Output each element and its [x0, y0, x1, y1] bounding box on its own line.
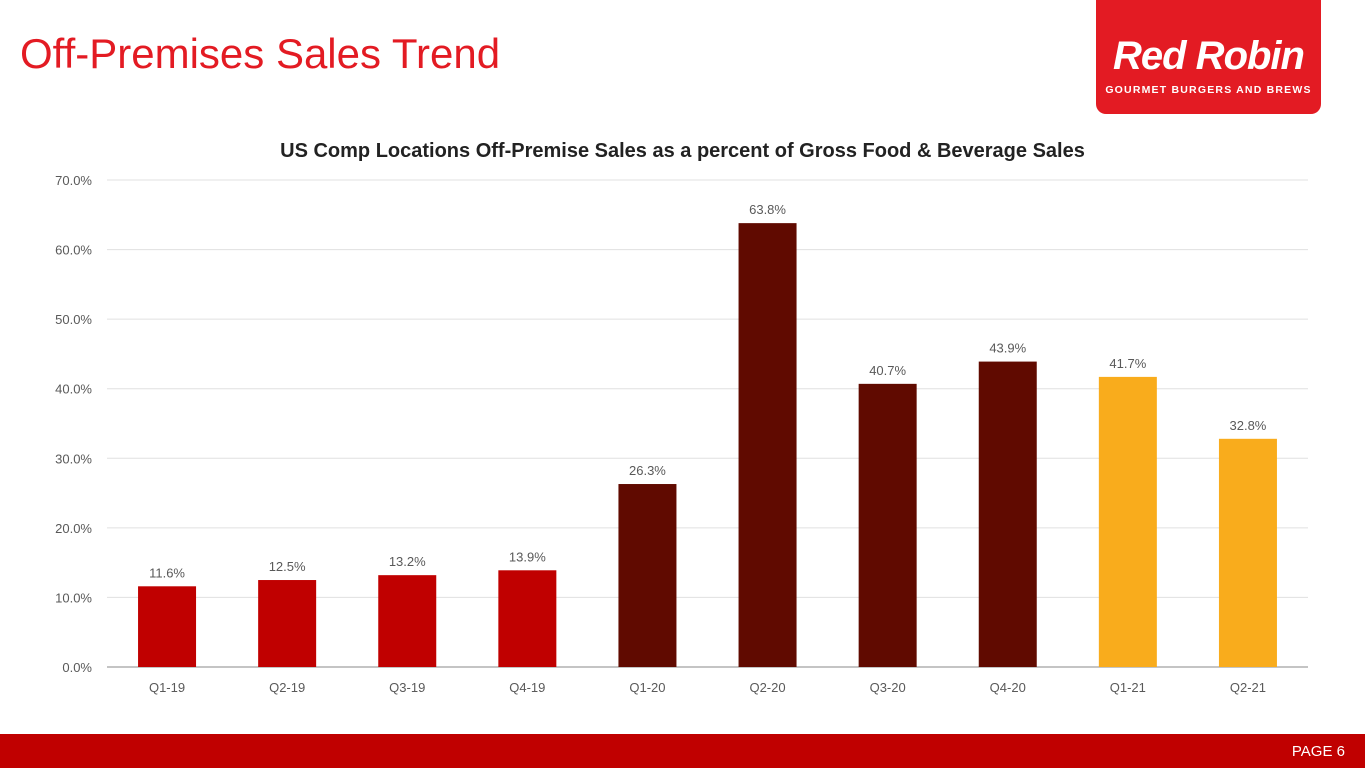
x-tick-label: Q2-20 — [749, 680, 785, 695]
data-label: 40.7% — [869, 363, 906, 378]
bar — [738, 223, 797, 668]
bar — [1098, 376, 1157, 667]
bar — [258, 580, 317, 667]
x-tick-label: Q3-20 — [870, 680, 906, 695]
x-tick-label: Q1-19 — [149, 680, 185, 695]
x-tick-label: Q3-19 — [389, 680, 425, 695]
y-tick-label: 0.0% — [62, 660, 92, 675]
page-title: Off-Premises Sales Trend — [20, 30, 501, 77]
x-tick-label: Q1-21 — [1110, 680, 1146, 695]
bar — [618, 484, 677, 667]
red-robin-logo: Red Robin GOURMET BURGERS AND BREWS — [1096, 0, 1321, 114]
data-label: 12.5% — [269, 559, 306, 574]
data-label: 11.6% — [149, 565, 185, 580]
logo-brand: Red Robin — [1113, 34, 1305, 78]
chart-title: US Comp Locations Off-Premise Sales as a… — [280, 140, 1085, 162]
y-tick-label: 50.0% — [55, 312, 92, 327]
data-label: 41.7% — [1109, 356, 1146, 371]
data-label: 43.9% — [989, 341, 1026, 356]
data-label: 13.9% — [509, 549, 546, 564]
x-tick-label: Q4-19 — [509, 680, 545, 695]
logo-tagline: GOURMET BURGERS AND BREWS — [1105, 84, 1312, 96]
x-tick-label: Q2-19 — [269, 680, 305, 695]
bar-chart: 0.0% 10.0% 20.0% 30.0% 40.0% 50.0% 60.0% 70.0% 1… — [55, 173, 1308, 695]
x-tick-label: Q4-20 — [990, 680, 1026, 695]
y-tick-label: 70.0% — [55, 173, 92, 188]
x-tick-label: Q1-20 — [629, 680, 665, 695]
bar — [978, 361, 1037, 667]
y-tick-label: 20.0% — [55, 521, 92, 536]
bar — [498, 570, 557, 667]
footer-bar: PAGE 6 — [0, 734, 1365, 768]
page-number: PAGE 6 — [1291, 743, 1345, 760]
data-label: 32.8% — [1230, 418, 1267, 433]
bar — [138, 586, 197, 667]
data-label: 63.8% — [749, 202, 786, 217]
data-label: 26.3% — [629, 463, 666, 478]
bar — [1218, 438, 1277, 667]
x-tick-label: Q2-21 — [1230, 680, 1266, 695]
y-tick-label: 60.0% — [55, 243, 92, 258]
data-label: 13.2% — [389, 554, 426, 569]
y-tick-label: 40.0% — [55, 382, 92, 397]
y-tick-label: 10.0% — [55, 590, 92, 605]
bar — [858, 383, 917, 667]
bar — [378, 575, 437, 667]
y-tick-label: 30.0% — [55, 451, 92, 466]
